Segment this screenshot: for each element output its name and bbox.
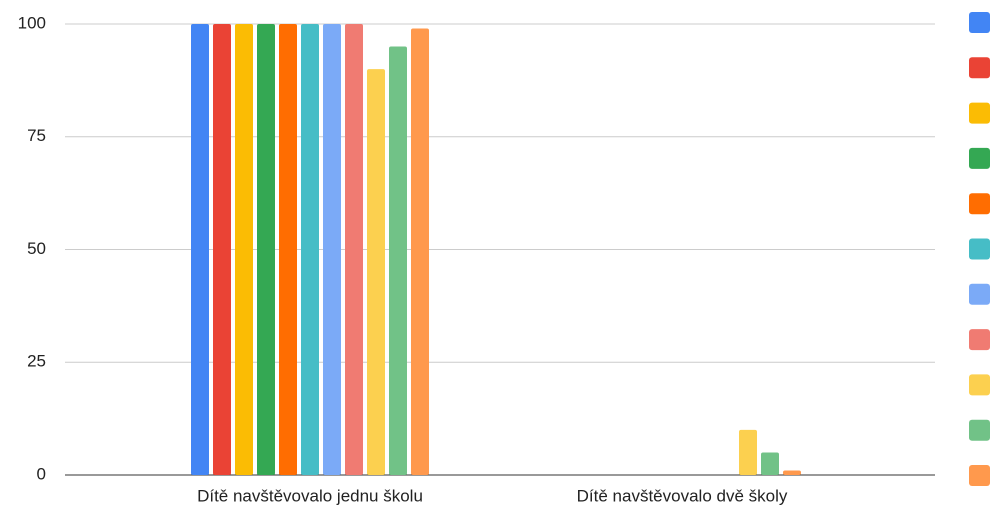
legend-swatch: [969, 12, 990, 33]
bar: [279, 24, 297, 475]
y-tick-label: 50: [27, 239, 46, 258]
legend-swatch: [969, 419, 990, 441]
bar: [191, 24, 209, 475]
bar: [411, 28, 429, 475]
x-tick-label: Dítě navštěvovalo dvě školy: [577, 486, 788, 505]
bar: [257, 24, 275, 475]
bar: [367, 69, 385, 475]
legend-swatch: [969, 283, 990, 305]
legend-swatch: [969, 465, 990, 486]
bar: [235, 24, 253, 475]
x-tick-label: Dítě navštěvovalo jednu školu: [197, 486, 423, 505]
y-tick-label: 100: [18, 13, 46, 32]
legend-swatch: [969, 193, 990, 215]
bar: [783, 470, 801, 475]
legend-swatch: [969, 57, 990, 79]
y-tick-label: 75: [27, 126, 46, 145]
legend-swatch: [969, 374, 990, 396]
bar: [345, 24, 363, 475]
bar: [213, 24, 231, 475]
y-tick-label: 25: [27, 352, 46, 371]
y-tick-label: 0: [37, 464, 46, 483]
legend-swatch: [969, 329, 990, 351]
bar: [739, 429, 757, 475]
legend-swatch: [969, 147, 990, 169]
legend-swatch: [969, 238, 990, 260]
bar: [761, 452, 779, 475]
bar: [389, 46, 407, 476]
bar: [323, 24, 341, 475]
bar: [301, 24, 319, 475]
legend-swatch: [969, 102, 990, 124]
